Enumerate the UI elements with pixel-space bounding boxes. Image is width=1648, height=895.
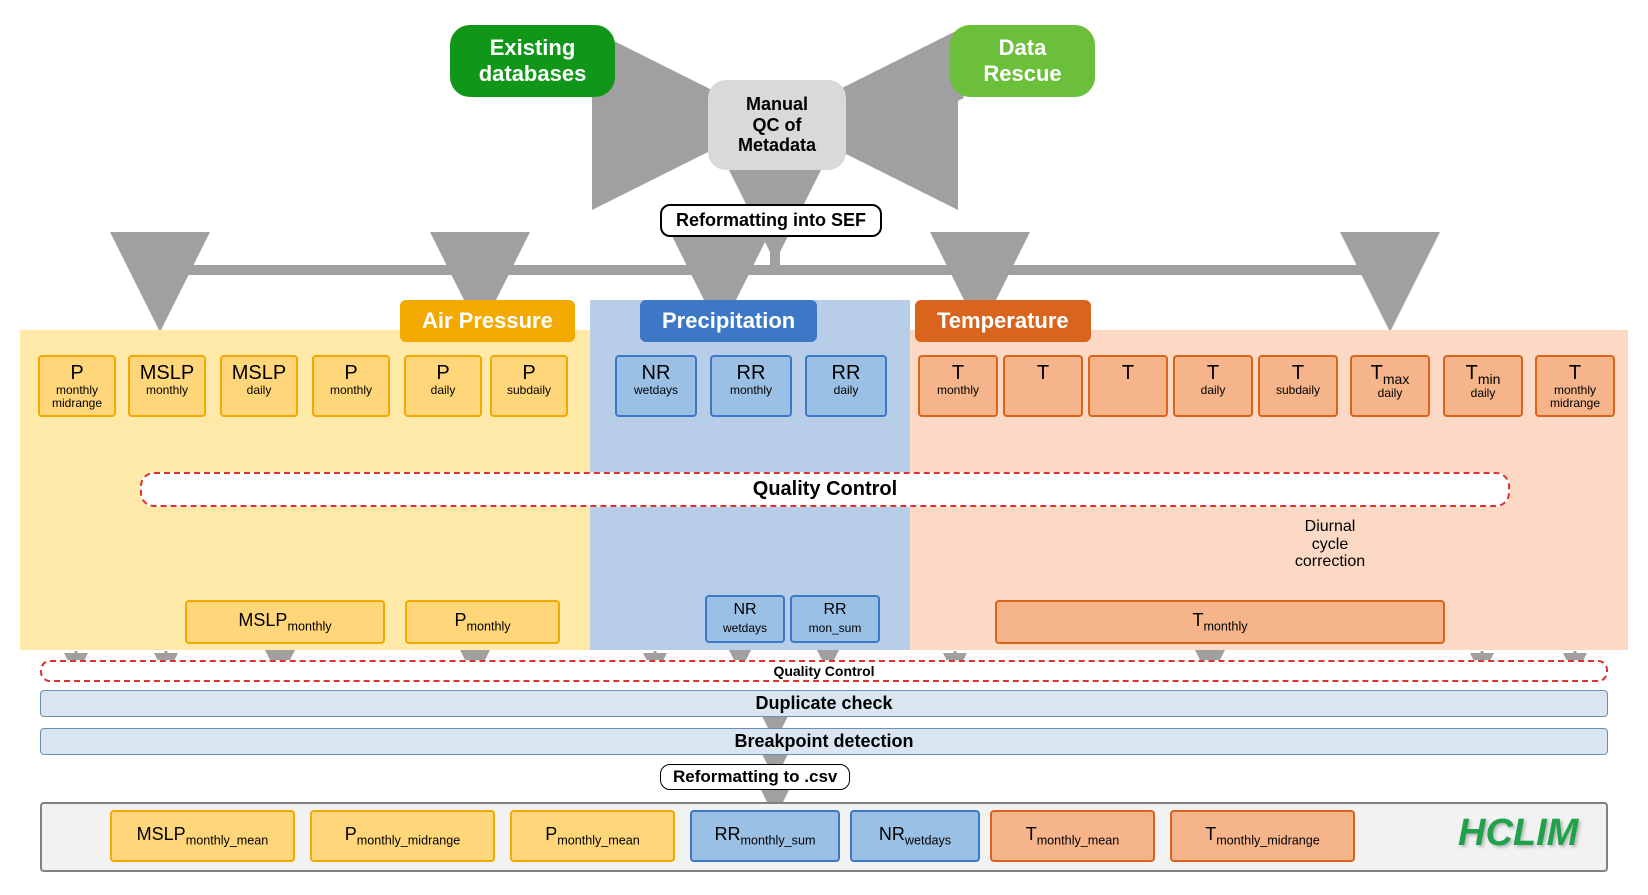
label: HCLIM (1458, 812, 1578, 854)
node-data-rescue: Data Rescue (950, 25, 1095, 97)
var-temp-0: Tmonthly (918, 355, 998, 417)
label: Temperature (937, 308, 1069, 334)
var-temp-7: Tmonthly midrange (1535, 355, 1615, 417)
var-pressure-2: MSLPdaily (220, 355, 298, 417)
label: Manual QC of Metadata (738, 94, 816, 156)
var-precip-0: NRwetdays (615, 355, 697, 417)
label: Quality Control (773, 663, 874, 679)
var-temp-6: Tmindaily (1443, 355, 1523, 417)
final-4: NRwetdays (850, 810, 980, 862)
final-0: MSLPmonthly_mean (110, 810, 295, 862)
label: Existing databases (479, 35, 587, 88)
var-temp-3: Tdaily (1173, 355, 1253, 417)
final-1: Pmonthly_midrange (310, 810, 495, 862)
label: Reformatting to .csv (673, 767, 837, 787)
final-6: Tmonthly_midrange (1170, 810, 1355, 862)
label: Tmonthly (1192, 610, 1247, 630)
label: Reformatting into SEF (676, 210, 866, 231)
label: Diurnal cycle correction (1295, 518, 1365, 570)
label: Quality Control (753, 478, 897, 500)
mid-p-monthly: Pmonthly (405, 600, 560, 644)
var-temp-2: T (1088, 355, 1168, 417)
node-manual-qc: Manual QC of Metadata (708, 80, 846, 170)
label: MSLPmonthly (238, 610, 331, 630)
header-pressure: Air Pressure (400, 300, 575, 342)
var-temp-4: Tsubdaily (1258, 355, 1338, 417)
header-temp: Temperature (915, 300, 1091, 342)
var-pressure-5: Psubdaily (490, 355, 568, 417)
final-5: Tmonthly_mean (990, 810, 1155, 862)
label: Pmonthly (454, 610, 510, 630)
label: Air Pressure (422, 308, 553, 334)
var-temp-1: T (1003, 355, 1083, 417)
flowchart-root: Existing databases Data Rescue Manual QC… (20, 20, 1628, 875)
bar-breakpoint: Breakpoint detection (40, 728, 1608, 755)
label: Precipitation (662, 308, 795, 334)
mid-nr-wetdays: NRwetdays (705, 595, 785, 643)
header-precip: Precipitation (640, 300, 817, 342)
var-pressure-1: MSLPmonthly (128, 355, 206, 417)
qc-band-1: Quality Control (140, 472, 1510, 507)
bar-reformat-csv: Reformatting to .csv (660, 764, 850, 790)
hclim-label: HCLIM (1458, 812, 1578, 855)
qc-band-2: Quality Control (40, 660, 1608, 682)
var-pressure-0: Pmonthly midrange (38, 355, 116, 417)
var-precip-2: RRdaily (805, 355, 887, 417)
var-pressure-4: Pdaily (404, 355, 482, 417)
node-existing-databases: Existing databases (450, 25, 615, 97)
final-2: Pmonthly_mean (510, 810, 675, 862)
annot-diurnal: Diurnal cycle correction (1280, 518, 1380, 571)
label: Breakpoint detection (734, 731, 913, 751)
mid-t-monthly: Tmonthly (995, 600, 1445, 644)
label: Data Rescue (983, 35, 1061, 88)
mid-rr-monsum: RRmon_sum (790, 595, 880, 643)
label: RRmon_sum (809, 601, 862, 636)
final-3: RRmonthly_sum (690, 810, 840, 862)
bar-duplicate: Duplicate check (40, 690, 1608, 717)
mid-mslp-monthly: MSLPmonthly (185, 600, 385, 644)
var-precip-1: RRmonthly (710, 355, 792, 417)
node-reformat-sef: Reformatting into SEF (660, 204, 882, 237)
var-temp-5: Tmaxdaily (1350, 355, 1430, 417)
label: NRwetdays (723, 601, 767, 636)
label: Duplicate check (755, 693, 892, 713)
var-pressure-3: Pmonthly (312, 355, 390, 417)
